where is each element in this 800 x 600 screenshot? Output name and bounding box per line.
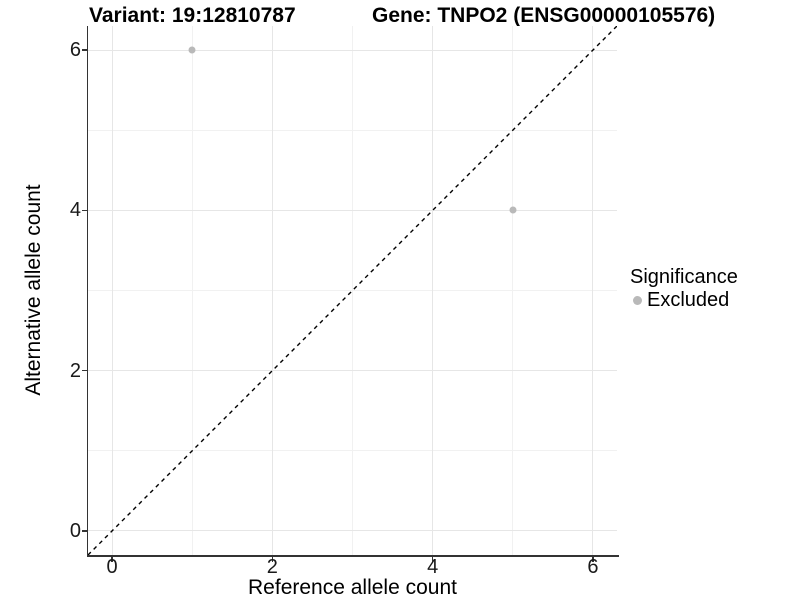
major-gridline-x [111,26,113,555]
y-tick [81,369,87,372]
major-gridline-y [88,370,617,372]
x-tick [592,556,594,562]
legend-key-dot [633,295,642,305]
major-gridline-y [88,209,617,211]
legend-item-label: Excluded [647,289,730,311]
x-axis-line [86,555,619,557]
variant-title: Variant: 19:12810787 [89,4,296,27]
y-tick-label: 6 [69,39,81,62]
x-tick [111,556,113,562]
minor-gridline-y [88,450,617,452]
data-point [188,46,196,54]
x-axis-title: Reference allele count [248,576,457,599]
y-tick-label: 0 [69,519,81,542]
x-tick-label: 6 [587,556,599,578]
major-gridline-x [592,26,594,555]
x-tick [271,556,274,562]
major-gridline-x [432,26,434,555]
x-tick [431,556,434,562]
y-tick [81,209,87,212]
gene-title: Gene: TNPO2 (ENSG00000105576) [372,4,716,27]
x-tick-label: 4 [427,556,439,578]
legend: Significance Excluded [630,266,738,310]
plot-panel [88,26,617,555]
minor-gridline-y [88,290,617,291]
major-gridline-y [88,49,617,51]
x-tick-label: 0 [106,556,118,578]
data-point [509,206,517,214]
minor-gridline-y [88,129,617,131]
legend-items: Excluded [630,290,738,310]
legend-item: Excluded [633,290,738,310]
y-tick [81,49,87,51]
identity-dashed-line [88,26,617,555]
major-gridline-x [271,26,273,555]
y-axis-title: Alternative allele count [22,184,45,396]
major-gridline-y [88,530,617,532]
y-tick-label: 4 [69,199,81,222]
x-tick-label: 2 [266,556,278,578]
y-tick-label: 2 [69,359,81,382]
legend-title: Significance [630,266,738,288]
y-axis-line [86,26,88,557]
y-tick [81,530,87,532]
